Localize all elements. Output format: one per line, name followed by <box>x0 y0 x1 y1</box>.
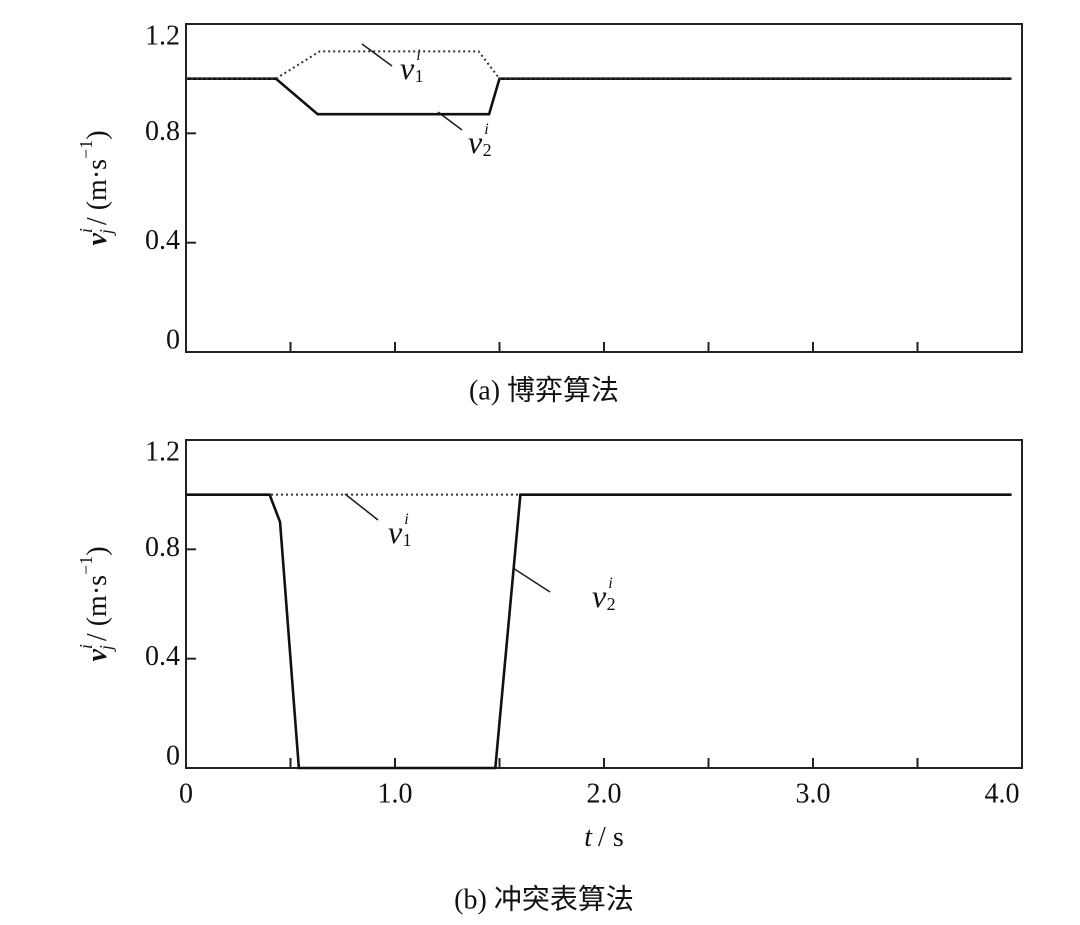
leader-line <box>361 43 393 67</box>
y-tick-label: 0.8 <box>145 116 180 147</box>
x-axis-label-part: / s <box>598 822 624 853</box>
leader-line <box>344 493 379 521</box>
y-axis-label-part: i <box>76 644 96 649</box>
series-label-part: 1 <box>403 530 412 550</box>
x-tick-label: 3.0 <box>796 778 831 809</box>
x-tick-label: 0 <box>179 778 193 809</box>
caption: (a) 博弈算法 <box>469 374 619 406</box>
y-axis-label-part: ) <box>82 130 113 139</box>
plot-frame <box>185 23 1023 353</box>
x-tick-label: 1.0 <box>378 778 413 809</box>
y-axis-label-part: −1 <box>76 140 96 159</box>
y-axis-label-part: / (m·s <box>82 159 113 225</box>
series-label-part: v <box>388 514 403 550</box>
y-axis-label-part: / (m·s <box>82 575 113 641</box>
x-axis-label-part: t <box>584 822 593 853</box>
series-label-part: 1 <box>415 66 424 86</box>
series-label-part: i <box>416 47 420 64</box>
series-label-part: i <box>608 575 612 592</box>
y-axis-label-part: j <box>96 645 116 652</box>
series-line <box>186 77 1012 116</box>
y-axis-label-part: −1 <box>76 556 96 575</box>
series-label-part: v <box>400 50 415 86</box>
series-label-part: 2 <box>483 140 492 160</box>
y-tick-label: 0.4 <box>145 225 180 256</box>
y-axis-label-part: i <box>76 228 96 233</box>
y-tick-label: 0.8 <box>145 532 180 563</box>
x-tick-label: 4.0 <box>985 778 1020 809</box>
series-label-part: i <box>404 511 408 528</box>
y-axis-label-part: ) <box>82 546 113 555</box>
y-axis-label-part: j <box>96 229 116 236</box>
series-label-part: v <box>468 124 483 160</box>
x-tick-label: 2.0 <box>587 778 622 809</box>
y-axis-label: vij / (m·s−1) <box>76 130 116 245</box>
y-tick-label: 1.2 <box>145 20 180 51</box>
leader-line <box>512 567 551 593</box>
y-tick-label: 0.4 <box>145 641 180 672</box>
series-label-part: v <box>592 578 607 614</box>
x-axis-label: t / s <box>584 822 623 853</box>
y-axis-label-part: v <box>82 649 113 662</box>
y-tick-label: 1.2 <box>145 436 180 467</box>
series-label-part: i <box>484 121 488 138</box>
y-axis-label: vij / (m·s−1) <box>76 546 116 661</box>
y-tick-label: 0 <box>166 740 180 771</box>
series-line <box>186 50 1012 80</box>
y-axis-label-part: v <box>82 233 113 246</box>
series-label-part: 2 <box>607 594 616 614</box>
y-tick-label: 0 <box>166 324 180 355</box>
caption: (b) 冲突表算法 <box>454 883 634 915</box>
series-line <box>186 493 1012 770</box>
